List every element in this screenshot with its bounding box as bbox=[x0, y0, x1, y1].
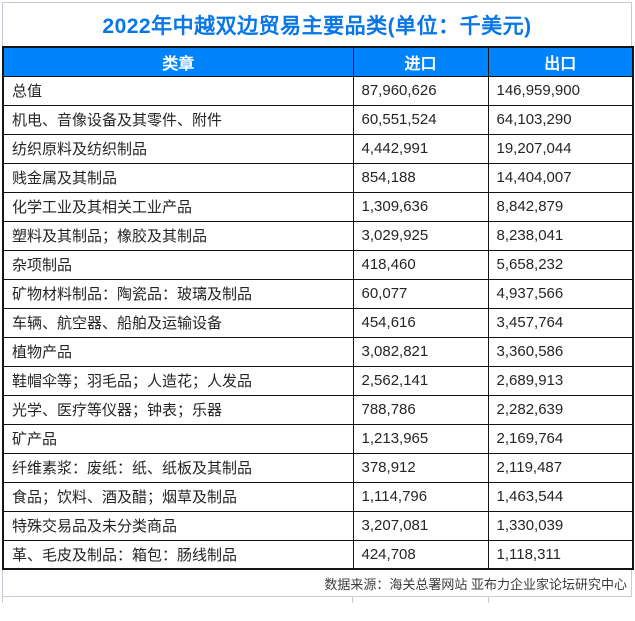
import-cell: 424,708 bbox=[352, 539, 489, 570]
gridline-stub bbox=[488, 597, 489, 603]
category-cell: 车辆、航空器、船舶及运输设备 bbox=[2, 307, 354, 338]
export-cell: 2,169,764 bbox=[487, 423, 634, 454]
export-cell: 2,689,913 bbox=[487, 365, 634, 396]
category-cell: 贱金属及其制品 bbox=[2, 162, 354, 193]
category-cell: 纤维素浆：废纸：纸、纸板及其制品 bbox=[2, 452, 354, 483]
page-title: 2022年中越双边贸易主要品类(单位：千美元) bbox=[2, 2, 632, 46]
table-row: 纤维素浆：废纸：纸、纸板及其制品 378,912 2,119,487 bbox=[2, 452, 634, 483]
import-cell: 3,207,081 bbox=[352, 510, 489, 541]
trade-table: 类章 进口 出口 总值 87,960,626 146,959,900 机电、音像设备及… bbox=[2, 46, 634, 570]
category-cell: 食品；饮料、酒及醋；烟草及制品 bbox=[2, 481, 354, 512]
header-row: 类章 进口 出口 bbox=[2, 46, 634, 77]
export-cell: 146,959,900 bbox=[487, 75, 634, 106]
table-row: 革、毛皮及制品：箱包：肠线制品 424,708 1,118,311 bbox=[2, 539, 634, 570]
trade-table-sheet: 2022年中越双边贸易主要品类(单位：千美元) 类章 进口 出口 总值 87,96… bbox=[2, 2, 634, 603]
category-cell: 革、毛皮及制品：箱包：肠线制品 bbox=[2, 539, 354, 570]
import-cell: 788,786 bbox=[352, 394, 489, 425]
category-cell: 化学工业及其相关工业产品 bbox=[2, 191, 354, 222]
category-cell: 塑料及其制品；橡胶及其制品 bbox=[2, 220, 354, 251]
import-cell: 4,442,991 bbox=[352, 133, 489, 164]
table-row: 化学工业及其相关工业产品 1,309,636 8,842,879 bbox=[2, 191, 634, 222]
table-row: 光学、医疗等仪器；钟表；乐器 788,786 2,282,639 bbox=[2, 394, 634, 425]
category-cell: 鞋帽伞等；羽毛品；人造花；人发品 bbox=[2, 365, 354, 396]
table-row: 塑料及其制品；橡胶及其制品 3,029,925 8,238,041 bbox=[2, 220, 634, 251]
import-cell: 378,912 bbox=[352, 452, 489, 483]
export-cell: 8,842,879 bbox=[487, 191, 634, 222]
table-row: 特殊交易品及未分类商品 3,207,081 1,330,039 bbox=[2, 510, 634, 541]
import-cell: 854,188 bbox=[352, 162, 489, 193]
export-cell: 3,457,764 bbox=[487, 307, 634, 338]
gridline-stub bbox=[2, 597, 3, 603]
import-cell: 454,616 bbox=[352, 307, 489, 338]
column-header-import: 进口 bbox=[352, 46, 489, 77]
export-cell: 5,658,232 bbox=[487, 249, 634, 280]
table-row: 机电、音像设备及其零件、附件 60,551,524 64,103,290 bbox=[2, 104, 634, 135]
table-row: 食品；饮料、酒及醋；烟草及制品 1,114,796 1,463,544 bbox=[2, 481, 634, 512]
export-cell: 1,330,039 bbox=[487, 510, 634, 541]
export-cell: 1,118,311 bbox=[487, 539, 634, 570]
table-row: 杂项制品 418,460 5,658,232 bbox=[2, 249, 634, 280]
column-header-category: 类章 bbox=[2, 46, 354, 77]
export-cell: 1,463,544 bbox=[487, 481, 634, 512]
export-cell: 64,103,290 bbox=[487, 104, 634, 135]
category-cell: 机电、音像设备及其零件、附件 bbox=[2, 104, 354, 135]
import-cell: 87,960,626 bbox=[352, 75, 489, 106]
trade-table-body: 总值 87,960,626 146,959,900 机电、音像设备及其零件、附件 60,… bbox=[2, 75, 634, 570]
category-cell: 总值 bbox=[2, 75, 354, 106]
export-cell: 3,360,586 bbox=[487, 336, 634, 367]
export-cell: 4,937,566 bbox=[487, 278, 634, 309]
table-row: 车辆、航空器、船舶及运输设备 454,616 3,457,764 bbox=[2, 307, 634, 338]
category-cell: 植物产品 bbox=[2, 336, 354, 367]
data-source-note: 数据来源：海关总署网站 亚布力企业家论坛研究中心 bbox=[2, 570, 632, 597]
column-header-export: 出口 bbox=[487, 46, 634, 77]
import-cell: 3,082,821 bbox=[352, 336, 489, 367]
export-cell: 2,119,487 bbox=[487, 452, 634, 483]
import-cell: 418,460 bbox=[352, 249, 489, 280]
category-cell: 杂项制品 bbox=[2, 249, 354, 280]
table-row: 矿物材料制品：陶瓷品：玻璃及制品 60,077 4,937,566 bbox=[2, 278, 634, 309]
gridline-stub bbox=[352, 597, 353, 603]
import-cell: 3,029,925 bbox=[352, 220, 489, 251]
trade-table-header: 类章 进口 出口 bbox=[2, 46, 634, 77]
table-row: 植物产品 3,082,821 3,360,586 bbox=[2, 336, 634, 367]
import-cell: 1,213,965 bbox=[352, 423, 489, 454]
sheet-gridline-stubs bbox=[2, 597, 632, 603]
export-cell: 2,282,639 bbox=[487, 394, 634, 425]
category-cell: 纺织原料及纺织制品 bbox=[2, 133, 354, 164]
import-cell: 2,562,141 bbox=[352, 365, 489, 396]
import-cell: 1,114,796 bbox=[352, 481, 489, 512]
import-cell: 60,551,524 bbox=[352, 104, 489, 135]
table-row: 鞋帽伞等；羽毛品；人造花；人发品 2,562,141 2,689,913 bbox=[2, 365, 634, 396]
table-row: 贱金属及其制品 854,188 14,404,007 bbox=[2, 162, 634, 193]
category-cell: 矿物材料制品：陶瓷品：玻璃及制品 bbox=[2, 278, 354, 309]
export-cell: 19,207,044 bbox=[487, 133, 634, 164]
export-cell: 8,238,041 bbox=[487, 220, 634, 251]
import-cell: 60,077 bbox=[352, 278, 489, 309]
table-row: 总值 87,960,626 146,959,900 bbox=[2, 75, 634, 106]
table-row: 纺织原料及纺织制品 4,442,991 19,207,044 bbox=[2, 133, 634, 164]
export-cell: 14,404,007 bbox=[487, 162, 634, 193]
import-cell: 1,309,636 bbox=[352, 191, 489, 222]
category-cell: 光学、医疗等仪器；钟表；乐器 bbox=[2, 394, 354, 425]
category-cell: 特殊交易品及未分类商品 bbox=[2, 510, 354, 541]
table-row: 矿产品 1,213,965 2,169,764 bbox=[2, 423, 634, 454]
category-cell: 矿产品 bbox=[2, 423, 354, 454]
